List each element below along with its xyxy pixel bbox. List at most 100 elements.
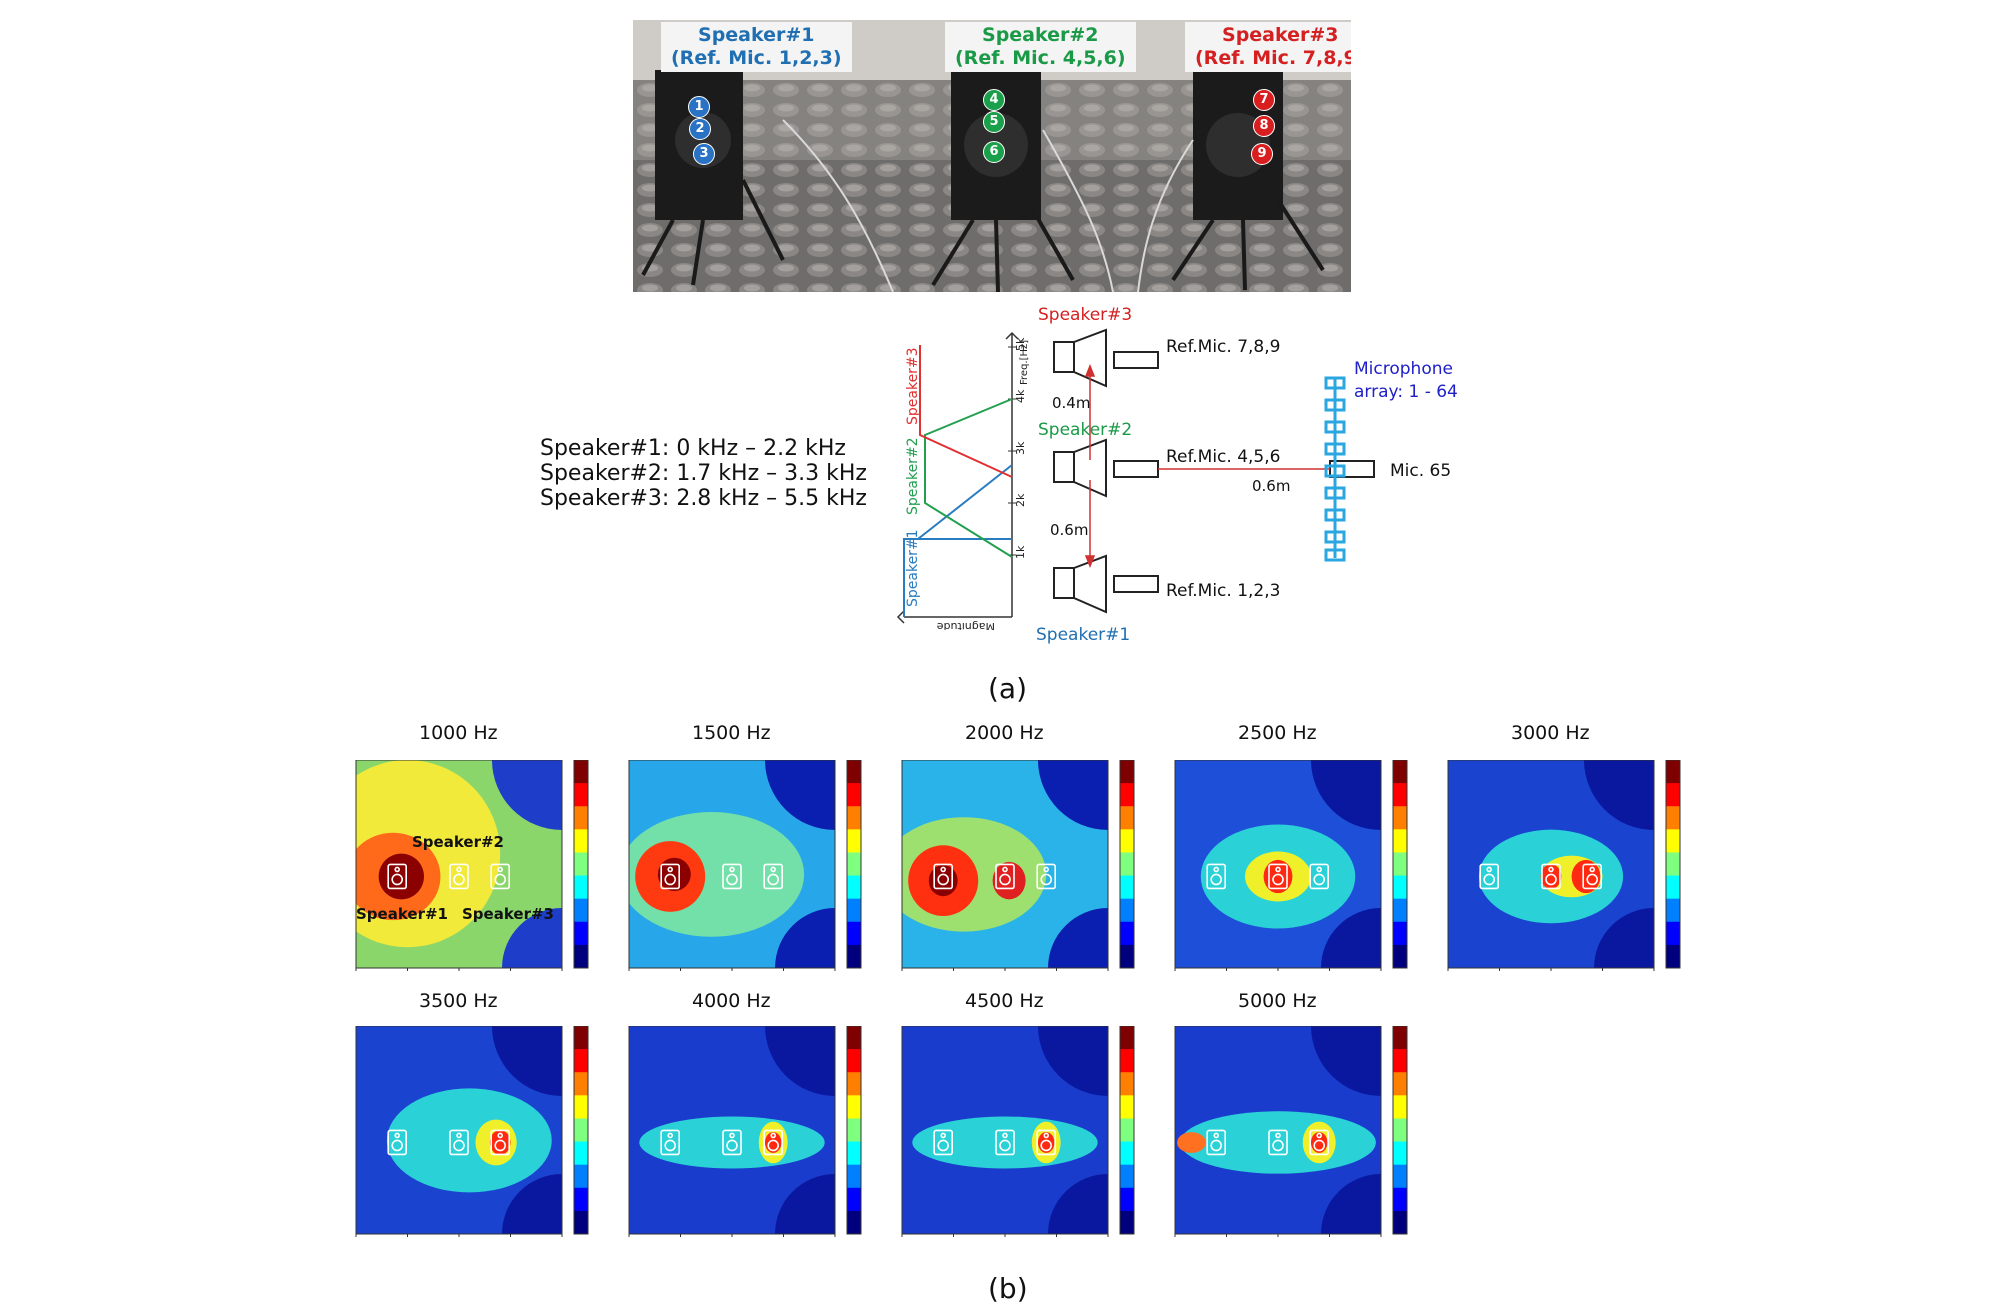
tick-5k: 5k: [1014, 337, 1027, 351]
speaker-icon: [660, 863, 681, 890]
speaker1-box: [1053, 567, 1075, 599]
acoustic-map: [628, 1026, 862, 1237]
diag-ref-mic-mid: Ref.Mic. 4,5,6: [1166, 447, 1280, 467]
map-title: 2500 Hz: [1238, 722, 1317, 744]
acoustic-map: [1447, 760, 1681, 971]
speaker-icon: [660, 1129, 681, 1156]
microphone-array: [1324, 376, 1346, 562]
diag-dist-06-horiz: 0.6m: [1252, 477, 1290, 495]
map-anno-speaker3: Speaker#3: [462, 905, 554, 923]
speaker-icon: [763, 863, 783, 890]
speaker-icon: [490, 1129, 510, 1156]
ref-mic-mid: [1113, 460, 1159, 478]
ref-mic-bot: [1113, 575, 1159, 593]
frequency-plot: 1k 2k 3k 4k 5k Freq.[Hz] Magnitude Speak…: [896, 331, 1030, 630]
speaker2-box: [1053, 451, 1075, 483]
layout-diagram: Speaker#3 Speaker#2 Speaker#1 Ref.Mic. 7…: [1036, 305, 1458, 645]
range-speaker3: Speaker#3: 2.8 kHz – 5.5 kHz: [540, 486, 867, 511]
diag-dist-06-vert: 0.6m: [1050, 521, 1088, 539]
speaker-ranges: Speaker#1: 0 kHz – 2.2 kHz Speaker#2: 1.…: [540, 436, 867, 511]
speaker1-response: [903, 538, 1012, 617]
photo-label-speaker2: Speaker#2 (Ref. Mic. 4,5,6): [945, 22, 1136, 72]
speaker-icon: [387, 863, 408, 890]
mic-badge-2: 2: [689, 118, 711, 140]
acoustic-map: [1174, 1026, 1408, 1237]
photo-label-speaker3: Speaker#3 (Ref. Mic. 7,8,9): [1185, 22, 1351, 72]
caption-a: (a): [988, 672, 1028, 705]
freq-label-speaker3: Speaker#3: [905, 347, 921, 425]
map-title: 1000 Hz: [419, 722, 498, 744]
speaker-icon: [387, 1129, 408, 1156]
speaker-icon: [449, 863, 469, 890]
speaker2-response: [924, 398, 1013, 558]
mic-badge-4: 4: [983, 89, 1005, 111]
acoustic-map: [901, 760, 1135, 971]
diag-speaker1: Speaker#1: [1036, 625, 1130, 645]
mic-badge-5: 5: [983, 111, 1005, 133]
map-title: 5000 Hz: [1238, 990, 1317, 1012]
range-speaker2: Speaker#2: 1.7 kHz – 3.3 kHz: [540, 461, 867, 486]
speaker-icon: [1582, 863, 1602, 890]
map-title: 3000 Hz: [1511, 722, 1590, 744]
map-title: 4500 Hz: [965, 990, 1044, 1012]
speaker-icon: [1036, 1129, 1056, 1156]
mic-badge-6: 6: [983, 141, 1005, 163]
mic-badge-7: 7: [1253, 89, 1275, 111]
map-title: 1500 Hz: [692, 722, 771, 744]
speaker-icon: [763, 1129, 783, 1156]
speaker-icon: [1268, 1129, 1288, 1156]
speaker-icon: [1206, 1129, 1227, 1156]
speaker-icon: [490, 863, 510, 890]
map-title: 2000 Hz: [965, 722, 1044, 744]
speaker3-box: [1053, 341, 1075, 373]
photo-label-speaker1: Speaker#1 (Ref. Mic. 1,2,3): [661, 22, 852, 72]
speaker-icon: [1036, 863, 1056, 890]
mic-badge-1: 1: [688, 96, 710, 118]
diag-ref-mic-bot: Ref.Mic. 1,2,3: [1166, 581, 1280, 601]
acoustic-map: [355, 1026, 589, 1237]
speaker-icon: [1541, 863, 1561, 890]
range-speaker1: Speaker#1: 0 kHz – 2.2 kHz: [540, 436, 846, 461]
map-title: 3500 Hz: [419, 990, 498, 1012]
ref-mic-top: [1113, 351, 1159, 369]
speaker-icon: [1479, 863, 1500, 890]
diag-dist-04: 0.4m: [1052, 394, 1090, 412]
tick-4k: 4k: [1014, 389, 1027, 403]
magnitude-axis-label: Magnitude: [936, 620, 995, 630]
acoustic-map: [1174, 760, 1408, 971]
setup-photo: Speaker#1 (Ref. Mic. 1,2,3) Speaker#2 (Ref…: [633, 20, 1351, 292]
diag-speaker2: Speaker#2: [1038, 420, 1132, 440]
acoustic-map: [355, 760, 589, 971]
speaker-icon: [1309, 1129, 1329, 1156]
speaker-icon: [1206, 863, 1227, 890]
speaker-icon: [722, 1129, 742, 1156]
speaker3-response: [919, 345, 1013, 478]
speaker-icon: [722, 863, 742, 890]
acoustic-map: [628, 760, 862, 971]
caption-b: (b): [988, 1272, 1028, 1305]
diag-mic65: Mic. 65: [1390, 461, 1451, 481]
map-title: 4000 Hz: [692, 990, 771, 1012]
mic-badge-8: 8: [1253, 115, 1275, 137]
speaker-icon: [995, 1129, 1015, 1156]
speaker-icon: [995, 863, 1015, 890]
freq-label-speaker2: Speaker#2: [905, 437, 921, 515]
speaker-icon: [933, 1129, 954, 1156]
freq-axis-label: Freq.[Hz]: [1019, 340, 1030, 385]
diag-speaker3: Speaker#3: [1038, 305, 1132, 325]
tick-1k: 1k: [1014, 545, 1027, 559]
mic-badge-3: 3: [693, 143, 715, 165]
acoustic-map: [901, 1026, 1135, 1237]
speaker-icon: [1268, 863, 1288, 890]
freq-label-speaker1: Speaker#1: [905, 529, 921, 607]
tick-3k: 3k: [1014, 441, 1027, 455]
tick-2k: 2k: [1014, 493, 1027, 507]
map-anno-speaker1: Speaker#1: [356, 905, 448, 923]
diag-ref-mic-top: Ref.Mic. 7,8,9: [1166, 337, 1280, 357]
diag-array-label-1: Microphone: [1354, 359, 1453, 379]
map-anno-speaker2: Speaker#2: [412, 833, 504, 851]
speaker-icon: [1309, 863, 1329, 890]
speaker-icon: [449, 1129, 469, 1156]
diag-array-label-2: array: 1 - 64: [1354, 382, 1458, 402]
mic-badge-9: 9: [1251, 143, 1273, 165]
